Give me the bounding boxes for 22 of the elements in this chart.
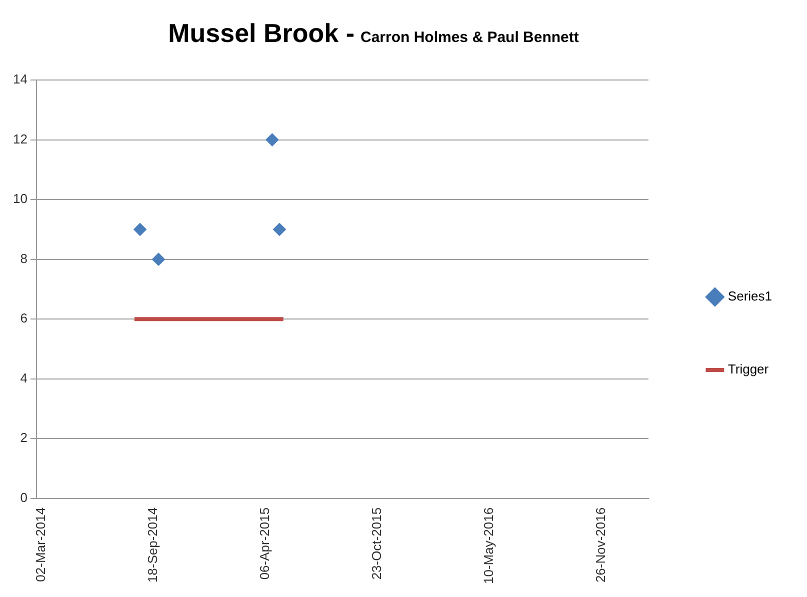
point	[134, 222, 147, 236]
y-tick-label: 8	[20, 250, 28, 266]
y-tick-label: 12	[12, 131, 28, 146]
y-tick-label: 14	[12, 72, 28, 87]
point	[152, 252, 166, 266]
legend-label: Series1	[728, 288, 772, 304]
x-tick-label: 23-Oct-2015	[368, 507, 384, 580]
chart-subtitle: Carron Holmes & Paul Bennett	[360, 29, 579, 46]
x-tick-label: 10-May-2016	[480, 507, 496, 584]
x-tick-label: 18-Sep-2014	[145, 507, 160, 583]
legend-label: Trigger	[728, 362, 770, 377]
x-tick-label: 06-Apr-2015	[256, 507, 272, 580]
y-tick-label: 4	[20, 370, 28, 386]
y-tick-label: 10	[12, 191, 28, 206]
point	[272, 222, 286, 236]
y-tick-label: 2	[20, 430, 28, 446]
chart-title: Mussel Brook -	[168, 18, 354, 48]
y-tick-label: 0	[20, 490, 28, 505]
y-tick-label: 6	[20, 310, 28, 326]
x-tick-label: 26-Nov-2016	[592, 507, 608, 583]
point	[266, 133, 279, 146]
x-tick-label: 02-Mar-2014	[33, 507, 48, 582]
